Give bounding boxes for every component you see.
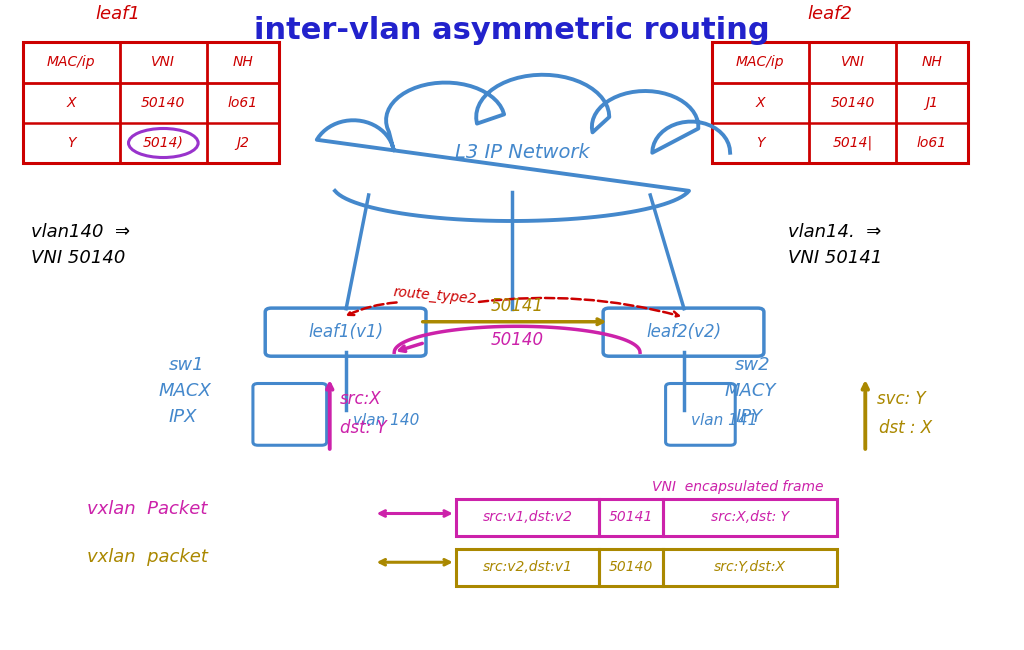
Text: VNI  encapsulated frame: VNI encapsulated frame: [651, 480, 823, 494]
Bar: [456, 499, 599, 536]
Text: MACY: MACY: [725, 382, 776, 400]
Text: src:v2,dst:v1: src:v2,dst:v1: [482, 560, 572, 575]
Text: Y: Y: [67, 136, 76, 150]
Text: svc: Y: svc: Y: [877, 390, 925, 408]
Text: 50140: 50140: [141, 96, 185, 110]
Text: IPY: IPY: [735, 408, 762, 426]
Text: VNI 50141: VNI 50141: [788, 249, 883, 267]
Text: IPX: IPX: [169, 408, 198, 426]
Text: L3 IP Network: L3 IP Network: [455, 143, 590, 162]
Text: leaf1(v1): leaf1(v1): [308, 323, 383, 341]
Text: VNI: VNI: [152, 55, 175, 70]
Text: VNI: VNI: [841, 55, 864, 70]
Text: sw2: sw2: [735, 356, 771, 374]
Text: NH: NH: [232, 55, 253, 70]
Bar: [23, 42, 279, 163]
Text: inter-vlan asymmetric routing: inter-vlan asymmetric routing: [254, 16, 770, 46]
Text: MACX: MACX: [159, 382, 212, 400]
Text: vxlan  packet: vxlan packet: [87, 548, 208, 566]
Text: dst: Y: dst: Y: [340, 419, 387, 437]
Text: 50140: 50140: [490, 331, 544, 349]
Text: 5014|: 5014|: [833, 136, 872, 150]
Text: vlan140  ⇒: vlan140 ⇒: [31, 223, 130, 241]
Text: lo61: lo61: [916, 136, 947, 150]
Text: J2: J2: [237, 136, 249, 150]
Bar: [663, 499, 837, 536]
Text: MAC/ip: MAC/ip: [736, 55, 784, 70]
Text: src:Y,dst:X: src:Y,dst:X: [714, 560, 785, 575]
Text: 50141: 50141: [608, 510, 653, 525]
Text: src:X,dst: Y: src:X,dst: Y: [711, 510, 788, 525]
Text: vlan 141: vlan 141: [691, 413, 758, 428]
Text: Y: Y: [756, 136, 765, 150]
Bar: [663, 549, 837, 586]
Text: route_type2: route_type2: [393, 285, 477, 306]
Text: leaf2(v2): leaf2(v2): [646, 323, 721, 341]
Text: X: X: [67, 96, 76, 110]
Text: vlan 140: vlan 140: [353, 413, 420, 428]
Bar: [456, 549, 599, 586]
Text: src:X: src:X: [340, 390, 382, 408]
Text: J1: J1: [926, 96, 938, 110]
Text: 50140: 50140: [608, 560, 653, 575]
Text: X: X: [756, 96, 765, 110]
Text: 50141: 50141: [490, 297, 544, 315]
Bar: [712, 42, 968, 163]
Text: leaf2: leaf2: [807, 5, 852, 23]
Text: MAC/ip: MAC/ip: [47, 55, 95, 70]
Text: vxlan  Packet: vxlan Packet: [87, 499, 208, 517]
Text: src:v1,dst:v2: src:v1,dst:v2: [482, 510, 572, 525]
Text: dst : X: dst : X: [879, 419, 932, 437]
Text: VNI 50140: VNI 50140: [31, 249, 125, 267]
Text: 50140: 50140: [830, 96, 874, 110]
Bar: [599, 499, 663, 536]
Text: lo61: lo61: [227, 96, 258, 110]
Bar: [599, 549, 663, 586]
Text: vlan14.  ⇒: vlan14. ⇒: [788, 223, 882, 241]
Text: sw1: sw1: [169, 356, 205, 374]
Text: 5014): 5014): [143, 136, 183, 150]
Text: NH: NH: [922, 55, 942, 70]
Text: leaf1: leaf1: [95, 5, 140, 23]
